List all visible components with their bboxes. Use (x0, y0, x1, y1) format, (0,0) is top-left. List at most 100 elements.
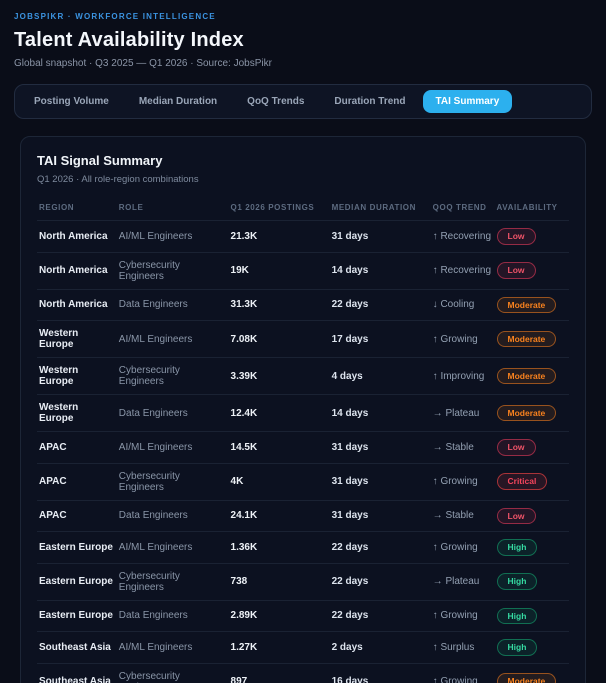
trend-cell: ↑ Growing (432, 676, 478, 683)
column-header-role: Role (118, 203, 144, 212)
availability-cell: Low (495, 432, 570, 464)
duration-cell: 22 days (331, 541, 369, 553)
table-row: Eastern Europe AI/ML Engineers 1.36K 22 … (37, 531, 570, 564)
trend-cell: ↑ Recovering (432, 265, 492, 276)
availability-badge: Low (496, 507, 536, 524)
role-cell: Cybersecurity Engineers (118, 365, 180, 387)
tab-bar: Posting Volume Median Duration QoQ Trend… (14, 84, 592, 119)
trend-cell: ↓ Cooling (432, 299, 475, 311)
brand-eyebrow: JOBSPIKR · WORKFORCE INTELLIGENCE (14, 12, 216, 21)
availability-cell: Moderate (495, 395, 570, 432)
duration-cell: 31 days (331, 230, 369, 242)
table-row: North America Data Engineers 31.3K 22 da… (37, 289, 569, 321)
tai-summary-card: TAI Signal Summary Q1 2026 · All role-re… (20, 136, 586, 683)
tab-qoq-trends[interactable]: QoQ Trends (234, 90, 317, 113)
duration-cell: 16 days (331, 676, 369, 683)
availability-cell: Moderate (495, 663, 570, 683)
region-cell: Western Europe (39, 402, 79, 424)
tab-median-duration[interactable]: Median Duration (126, 90, 230, 113)
table-header-row: Region Role Q1 2026 Postings Median Duratio… (37, 197, 569, 221)
role-cell: AI/ML Engineers (118, 441, 193, 453)
region-cell: APAC (39, 476, 67, 487)
table-row: Western Europe AI/ML Engineers 7.08K 17 … (37, 320, 570, 358)
column-header-median-duration: Median Duration (331, 203, 416, 212)
trend-cell: ↑ Improving (432, 370, 485, 382)
table-row: North America Cybersecurity Engineers 19… (37, 252, 569, 289)
role-cell: Data Engineers (118, 407, 188, 419)
duration-cell: 2 days (331, 641, 363, 653)
availability-cell: High (495, 532, 570, 564)
trend-cell: → Plateau (432, 407, 480, 419)
column-header-q1-2026-postings: Q1 2026 Postings (230, 203, 315, 212)
region-cell: APAC (39, 510, 67, 522)
availability-cell: Moderate (495, 358, 570, 395)
availability-badge: Moderate (496, 330, 557, 348)
availability-badge: Low (496, 439, 536, 456)
table-row: Eastern Europe Data Engineers 2.89K 22 d… (37, 600, 569, 632)
availability-badge: Low (496, 228, 536, 245)
role-cell: AI/ML Engineers (118, 641, 193, 653)
availability-cell: High (495, 632, 570, 664)
region-cell: Western Europe (39, 328, 79, 350)
role-cell: Data Engineers (118, 510, 188, 522)
role-cell: Data Engineers (118, 610, 188, 622)
postings-cell: 21.3K (230, 230, 258, 242)
postings-cell: 7.08K (230, 333, 258, 345)
postings-cell: 31.3K (230, 299, 258, 311)
role-cell: Cybersecurity Engineers (118, 570, 180, 593)
availability-cell: Critical (495, 463, 570, 500)
postings-cell: 738 (230, 576, 248, 587)
duration-cell: 22 days (331, 610, 369, 622)
postings-cell: 2.89K (230, 610, 258, 622)
table-row: North America AI/ML Engineers 21.3K 31 d… (37, 220, 570, 253)
region-cell: APAC (39, 441, 67, 453)
availability-cell: Low (495, 252, 570, 289)
trend-cell: → Stable (432, 510, 474, 522)
column-header-region: Region (39, 203, 75, 212)
role-cell: Cybersecurity Engineers (118, 670, 180, 683)
duration-cell: 31 days (331, 476, 369, 487)
table-row: Western Europe Data Engineers 12.4K 14 d… (37, 394, 570, 432)
postings-cell: 3.39K (230, 370, 258, 382)
postings-cell: 4K (230, 476, 244, 487)
card-title: TAI Signal Summary (37, 153, 163, 168)
trend-cell: ↑ Growing (432, 610, 478, 622)
trend-cell: ↑ Surplus (432, 641, 475, 653)
region-cell: North America (39, 299, 108, 311)
trend-cell: ↑ Growing (432, 541, 478, 553)
availability-badge: Moderate (496, 367, 557, 385)
trend-cell: → Plateau (432, 576, 480, 587)
region-cell: Southeast Asia (39, 676, 111, 683)
table-row: Southeast Asia AI/ML Engineers 1.27K 2 d… (37, 631, 570, 664)
availability-cell: High (495, 563, 570, 600)
page-subtitle: Global snapshot · Q3 2025 — Q1 2026 · So… (14, 58, 272, 69)
availability-badge: High (496, 539, 538, 556)
card-subtitle: Q1 2026 · All role-region combinations (37, 174, 199, 185)
role-cell: Cybersecurity Engineers (118, 259, 180, 282)
availability-cell: Low (495, 221, 570, 253)
availability-badge: High (496, 607, 538, 624)
tab-tai-summary[interactable]: TAI Summary (422, 90, 513, 113)
table-row: APAC AI/ML Engineers 14.5K 31 days → Sta… (37, 431, 570, 464)
availability-cell: Moderate (495, 321, 570, 358)
postings-cell: 14.5K (230, 441, 258, 453)
postings-cell: 12.4K (230, 407, 258, 419)
tab-duration-trend[interactable]: Duration Trend (321, 90, 418, 113)
region-cell: Eastern Europe (39, 541, 113, 553)
page-title: Talent Availability Index (14, 29, 244, 51)
postings-cell: 1.27K (230, 641, 258, 653)
table-body: North America AI/ML Engineers 21.3K 31 d… (37, 220, 570, 683)
availability-badge: Moderate (496, 404, 557, 422)
availability-cell: Low (495, 500, 570, 532)
role-cell: AI/ML Engineers (118, 230, 193, 242)
availability-badge: Low (496, 262, 536, 279)
availability-badge: Moderate (496, 673, 557, 683)
region-cell: Eastern Europe (39, 576, 113, 587)
header: JOBSPIKR · WORKFORCE INTELLIGENCE Talent… (14, 12, 592, 69)
duration-cell: 4 days (331, 370, 363, 382)
tab-posting-volume[interactable]: Posting Volume (21, 90, 122, 113)
availability-badge: Critical (496, 473, 548, 490)
region-cell: Western Europe (39, 365, 79, 387)
duration-cell: 22 days (331, 576, 369, 587)
